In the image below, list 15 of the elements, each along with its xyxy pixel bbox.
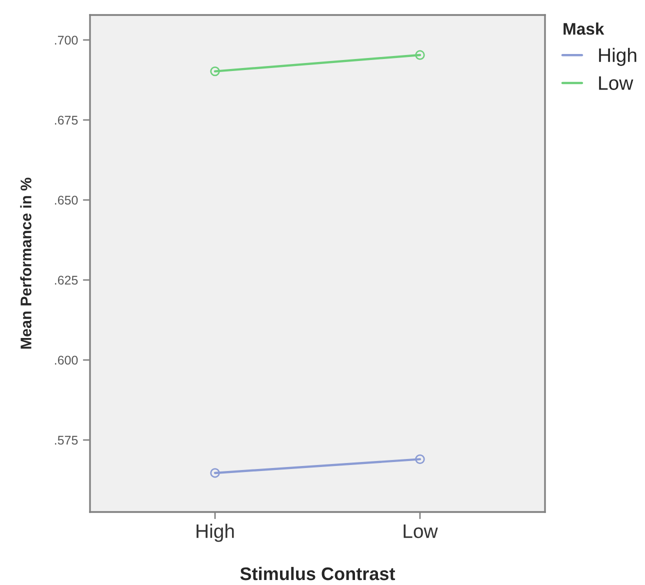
- y-tick-label: .575: [55, 436, 78, 445]
- legend-title: Mask: [564, 22, 604, 35]
- point: [210, 66, 220, 76]
- y-tick-label: .675: [55, 116, 78, 125]
- legend-label: Low: [599, 76, 634, 90]
- y-tick-label: .625: [55, 276, 78, 285]
- point: [415, 50, 425, 60]
- y-tick-label: .600: [55, 356, 78, 365]
- point: [210, 468, 220, 478]
- x-axis-title: Stimulus Contrast: [240, 566, 396, 580]
- y-tick-label: .700: [55, 36, 78, 45]
- legend-label: High: [599, 48, 636, 66]
- y-axis-title: Mean Performance in %: [20, 178, 32, 349]
- y-tick-label: .650: [55, 196, 78, 205]
- point: [415, 454, 425, 464]
